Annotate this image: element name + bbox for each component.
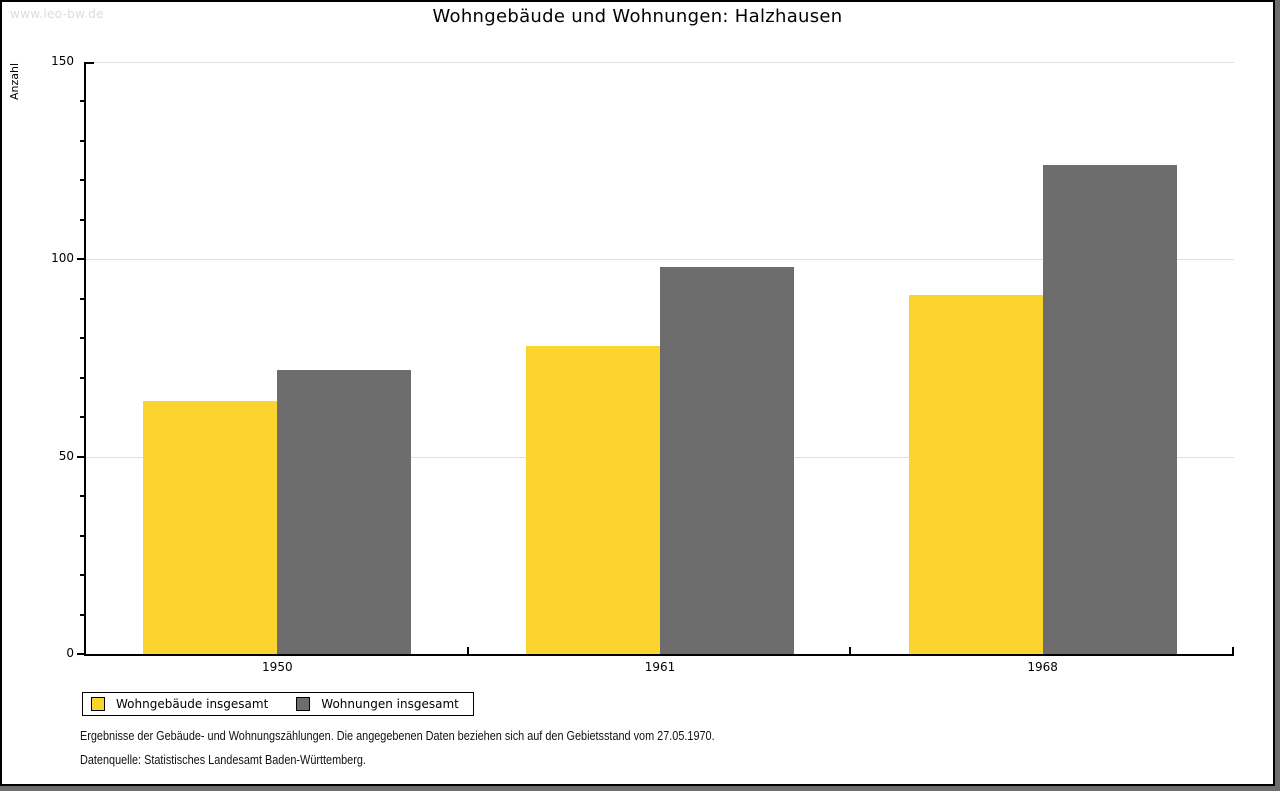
x-boundary-tick-3 xyxy=(1232,647,1234,654)
bar-wohngebaeude-1968 xyxy=(908,294,1043,654)
bar-wohngebaeude-1950 xyxy=(143,401,278,654)
bar-wohnungen-1950 xyxy=(277,369,412,654)
y-minor-tick-60 xyxy=(80,416,85,419)
y-major-tick-100 xyxy=(77,258,85,261)
y-axis-label: Anzahl xyxy=(8,62,21,100)
footnote-line-1: Ergebnisse der Gebäude- und Wohnungszähl… xyxy=(80,729,715,743)
legend: Wohngebäude insgesamt Wohnungen insgesam… xyxy=(82,692,474,716)
y-minor-tick-20 xyxy=(80,574,85,577)
y-minor-tick-10 xyxy=(80,613,85,616)
y-tick-label-150: 150 xyxy=(51,54,74,68)
legend-item-wohngebaeude: Wohngebäude insgesamt xyxy=(91,697,268,711)
y-minor-tick-130 xyxy=(80,139,85,142)
gridline-y-100 xyxy=(86,259,1234,261)
y-tick-label-100: 100 xyxy=(51,251,74,266)
legend-label-wohngebaeude: Wohngebäude insgesamt xyxy=(116,697,269,711)
y-tick-label-0: 0 xyxy=(66,646,74,660)
y-major-tick-0 xyxy=(77,653,85,655)
y-minor-tick-140 xyxy=(80,100,85,103)
legend-swatch-wohngebaeude xyxy=(91,697,105,711)
y-minor-tick-30 xyxy=(80,534,85,537)
legend-item-wohnungen: Wohnungen insgesamt xyxy=(296,697,459,711)
x-tick-label-1950: 1950 xyxy=(262,660,293,674)
bar-wohnungen-1961 xyxy=(660,267,794,654)
y-minor-tick-90 xyxy=(80,297,85,300)
y-minor-tick-40 xyxy=(80,495,85,498)
bar-wohnungen-1968 xyxy=(1042,164,1177,654)
y-major-tick-50 xyxy=(77,455,85,458)
y-tick-label-50: 50 xyxy=(58,448,74,463)
x-tick-label-1961: 1961 xyxy=(644,660,676,674)
watermark: www.leo-bw.de xyxy=(10,7,104,21)
x-boundary-tick-1 xyxy=(466,647,469,654)
chart-title: Wohngebäude und Wohnungen: Halzhausen xyxy=(432,6,843,27)
x-boundary-tick-2 xyxy=(849,647,852,654)
legend-swatch-wohnungen xyxy=(296,697,311,711)
y-minor-tick-70 xyxy=(80,376,85,379)
y-axis-top-cap xyxy=(86,62,94,64)
y-minor-tick-110 xyxy=(80,218,85,221)
footnote-line-2: Datenquelle: Statistisches Landesamt Bad… xyxy=(80,753,366,767)
legend-label-wohnungen: Wohnungen insgesamt xyxy=(321,697,459,711)
x-tick-label-1968: 1968 xyxy=(1027,660,1058,674)
bar-wohngebaeude-1961 xyxy=(526,346,660,654)
y-minor-tick-80 xyxy=(80,337,85,340)
y-minor-tick-120 xyxy=(80,179,85,182)
gridline-y-150 xyxy=(86,62,1234,63)
plot-area: 0 50 100 150 1950 1961 1968 xyxy=(51,54,1234,674)
